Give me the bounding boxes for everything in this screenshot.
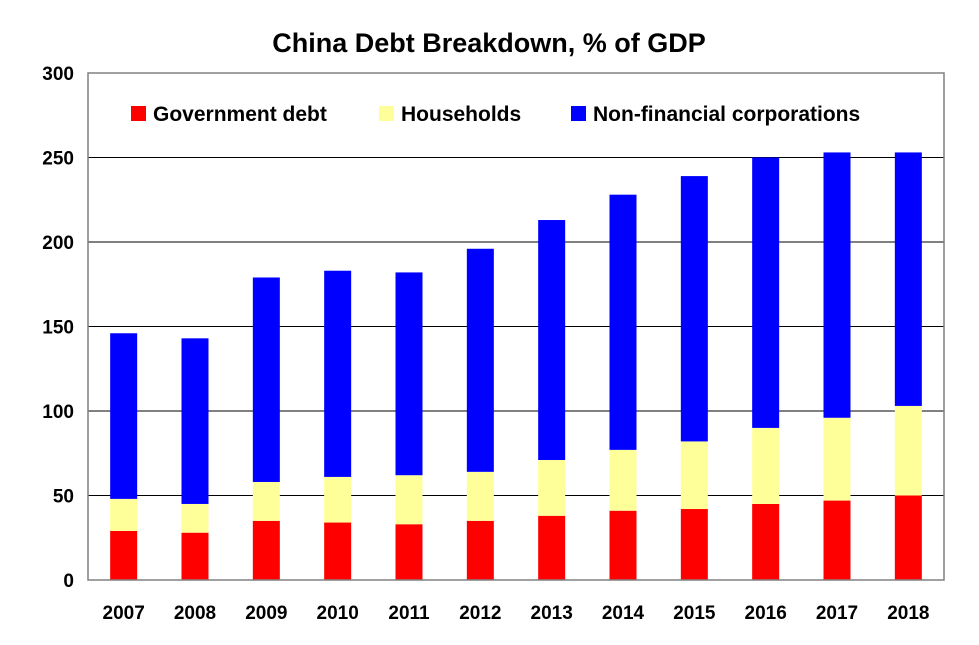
- bar-segment: [680, 176, 708, 442]
- x-tick-label: 2013: [531, 603, 573, 624]
- bar-segment: [110, 530, 138, 580]
- bar-segment: [110, 498, 138, 531]
- legend: Government debt Households Non-financial c…: [131, 103, 860, 126]
- bar-segment: [181, 503, 209, 533]
- bar-segment: [823, 417, 851, 501]
- bar-segment: [110, 333, 138, 499]
- legend-swatch: [131, 106, 146, 121]
- chart-title: China Debt Breakdown, % of GDP: [272, 28, 706, 58]
- bars: [110, 152, 922, 580]
- gridlines: [88, 157, 944, 496]
- x-tick-label: 2008: [174, 603, 216, 624]
- bar-segment: [609, 510, 637, 580]
- bar-segment: [395, 272, 423, 476]
- x-tick-label: 2011: [388, 603, 430, 624]
- bar-segment: [752, 427, 780, 504]
- bar-segment: [680, 509, 708, 580]
- y-tick-label: 200: [42, 233, 74, 254]
- x-tick-label: 2010: [317, 603, 359, 624]
- x-tick-label: 2016: [745, 603, 787, 624]
- bar-segment: [252, 277, 280, 482]
- bar-segment: [609, 194, 637, 450]
- bar-segment: [894, 405, 922, 496]
- bar-segment: [395, 524, 423, 580]
- x-tick-label: 2007: [103, 603, 145, 624]
- bar-segment: [466, 248, 494, 472]
- bar-segment: [752, 503, 780, 580]
- bar-segment: [894, 152, 922, 406]
- y-tick-label: 150: [42, 318, 74, 339]
- bar-segment: [752, 157, 780, 428]
- bar-segment: [395, 475, 423, 525]
- bar-segment: [538, 460, 566, 516]
- x-tick-label: 2009: [245, 603, 287, 624]
- bar-segment: [324, 270, 352, 477]
- bar-segment: [181, 532, 209, 580]
- x-tick-label: 2015: [673, 603, 716, 624]
- x-axis-ticks: 2007 2008 2009 2010 2011 2012 2013 2014 2015 2016…: [103, 603, 930, 624]
- bar-segment: [823, 152, 851, 418]
- bar-segment: [680, 441, 708, 510]
- bar-segment: [823, 500, 851, 580]
- legend-label: Non-financial corporations: [593, 103, 860, 126]
- bar-segment: [538, 515, 566, 580]
- x-tick-label: 2012: [459, 603, 501, 624]
- plot-area-border: [87, 72, 945, 581]
- bar-segment: [181, 338, 209, 504]
- x-tick-label: 2017: [816, 603, 858, 624]
- bar-segment: [466, 520, 494, 580]
- bar-segment: [466, 471, 494, 521]
- bar-segment: [894, 495, 922, 580]
- legend-swatch: [571, 106, 586, 121]
- x-tick-label: 2018: [887, 603, 929, 624]
- legend-label: Government debt: [153, 103, 327, 126]
- y-tick-label: 50: [53, 487, 74, 508]
- y-tick-label: 100: [42, 402, 74, 423]
- bar-segment: [609, 449, 637, 511]
- legend-swatch: [379, 106, 394, 121]
- y-axis-ticks: 0 50 100 150 200 250 300: [42, 64, 74, 592]
- y-tick-label: 300: [42, 64, 74, 85]
- y-tick-label: 0: [63, 571, 74, 592]
- x-tick-label: 2014: [602, 603, 645, 624]
- bar-segment: [538, 220, 566, 461]
- y-tick-label: 250: [42, 149, 74, 170]
- bar-segment: [324, 476, 352, 523]
- legend-label: Households: [401, 103, 521, 126]
- bar-segment: [252, 481, 280, 521]
- bar-segment: [324, 522, 352, 580]
- bar-segment: [252, 520, 280, 580]
